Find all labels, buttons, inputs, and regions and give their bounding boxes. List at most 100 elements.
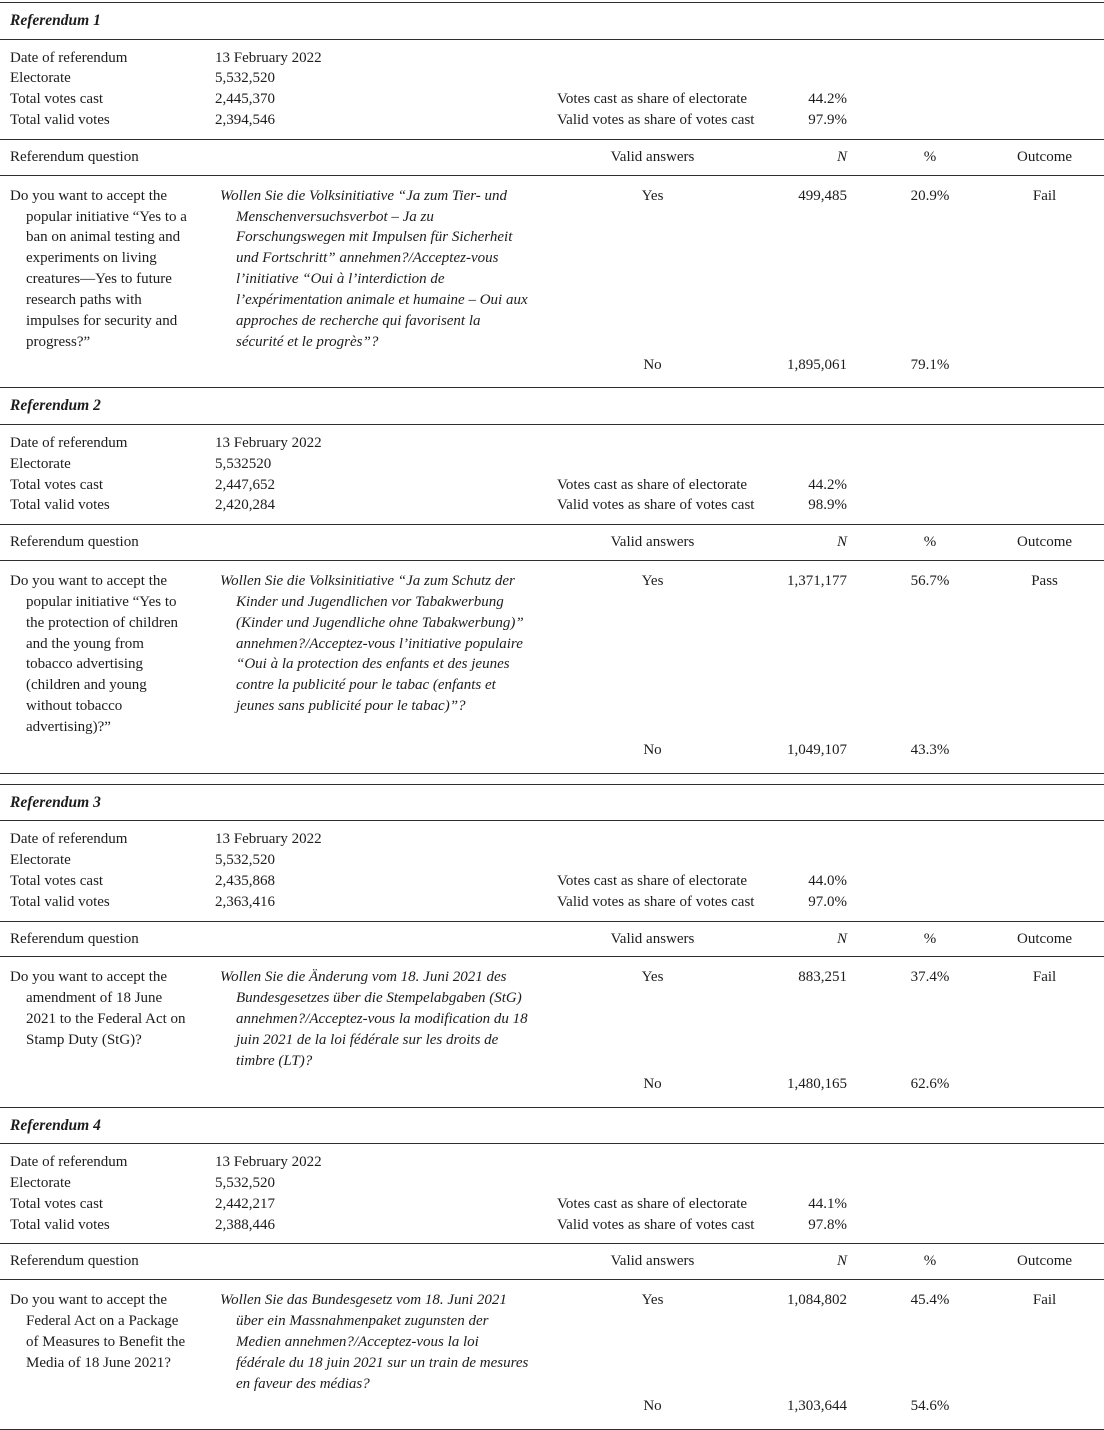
- question-english: Do you want to accept the popular initia…: [10, 187, 187, 350]
- stat-value-valid-share: 98.9%: [760, 495, 875, 526]
- stat-label-votes-cast: Total votes cast: [10, 476, 104, 493]
- answer-yes-n: 499,485: [798, 187, 847, 204]
- referendum-4-section: Referendum 4 Date of referendum 13 Febru…: [0, 1107, 1104, 1430]
- col-header-pct: %: [875, 139, 985, 176]
- stat-label-valid-votes: Total valid votes: [0, 110, 215, 140]
- stat-value-votes-cast: 2,442,217: [215, 1195, 275, 1212]
- stat-value-valid-votes: 2,388,446: [215, 1214, 545, 1245]
- col-header-n: N: [760, 524, 875, 562]
- outcome-value: Fail: [1032, 969, 1057, 986]
- stat-label-electorate: Electorate: [10, 852, 71, 869]
- stat-value-electorate: 5,532520: [215, 455, 272, 472]
- answer-no-label: No: [545, 1071, 760, 1108]
- col-header-n: N: [760, 921, 875, 958]
- answer-no-n: 1,303,644: [760, 1394, 875, 1430]
- answer-yes-pct: 37.4%: [910, 969, 950, 986]
- stat-label-votes-share: Votes cast as share of electorate: [557, 91, 748, 108]
- question-original: Wollen Sie das Bundesgesetz vom 18. Juni…: [220, 1292, 529, 1392]
- stat-value-votes-cast: 2,447,652: [215, 476, 275, 493]
- stat-label-votes-cast: Total votes cast: [10, 872, 104, 889]
- referendum-title: Referendum 2: [0, 387, 1104, 425]
- stat-label-valid-share: Valid votes as share of votes cast: [545, 110, 760, 140]
- stat-value-date: 13 February 2022: [215, 831, 322, 848]
- col-header-outcome: Outcome: [985, 921, 1104, 958]
- answer-yes-label: Yes: [641, 1292, 664, 1309]
- stat-value-votes-share: 44.1%: [808, 1195, 847, 1212]
- col-header-outcome: Outcome: [985, 139, 1104, 176]
- col-header-valid-answers: Valid answers: [545, 921, 760, 958]
- col-header-question: Referendum question: [0, 921, 545, 958]
- question-english: Do you want to accept the popular initia…: [10, 573, 179, 735]
- answer-no-label: No: [545, 1394, 760, 1430]
- answer-yes-label: Yes: [641, 969, 664, 986]
- stat-label-electorate: Electorate: [10, 1174, 71, 1191]
- stat-label-valid-share: Valid votes as share of votes cast: [545, 495, 760, 526]
- stat-value-valid-votes: 2,363,416: [215, 891, 545, 922]
- referendum-title: Referendum 4: [0, 1107, 1104, 1145]
- stat-label-valid-votes: Total valid votes: [0, 891, 215, 922]
- answer-no-pct: 43.3%: [875, 737, 985, 774]
- question-english: Do you want to accept the Federal Act on…: [10, 1292, 186, 1371]
- answer-yes-n: 883,251: [798, 969, 847, 986]
- stat-value-electorate: 5,532,520: [215, 1174, 275, 1191]
- stat-label-electorate: Electorate: [10, 455, 71, 472]
- stat-value-valid-share: 97.8%: [760, 1214, 875, 1245]
- stat-value-valid-share: 97.9%: [760, 110, 875, 140]
- stat-label-votes-share: Votes cast as share of electorate: [557, 1195, 748, 1212]
- stat-value-date: 13 February 2022: [215, 434, 322, 451]
- outcome-value: Fail: [1032, 1292, 1057, 1309]
- answer-yes-label: Yes: [641, 573, 664, 590]
- stat-label-date: Date of referendum: [10, 434, 128, 451]
- question-english: Do you want to accept the amendment of 1…: [10, 969, 186, 1048]
- col-header-n: N: [760, 139, 875, 176]
- answer-no-label: No: [545, 352, 760, 389]
- stat-value-electorate: 5,532,520: [215, 852, 275, 869]
- answer-yes-pct: 45.4%: [910, 1292, 950, 1309]
- stat-value-votes-cast: 2,445,370: [215, 91, 275, 108]
- col-header-valid-answers: Valid answers: [545, 524, 760, 562]
- col-header-valid-answers: Valid answers: [545, 139, 760, 176]
- stat-label-date: Date of referendum: [10, 1154, 128, 1171]
- outcome-value: Pass: [1031, 573, 1058, 590]
- stat-value-valid-share: 97.0%: [760, 891, 875, 922]
- stat-value-votes-share: 44.2%: [808, 476, 847, 493]
- referendum-3-section: Referendum 3 Date of referendum 13 Febru…: [0, 784, 1104, 1108]
- referendum-table-part-1: Referendum 1 Date of referendum 13 Febru…: [0, 2, 1104, 774]
- col-header-outcome: Outcome: [985, 524, 1104, 562]
- stat-value-electorate: 5,532,520: [215, 70, 275, 87]
- answer-no-pct: 79.1%: [875, 352, 985, 389]
- referendum-1-section: Referendum 1 Date of referendum 13 Febru…: [0, 2, 1104, 389]
- answer-no-n: 1,049,107: [760, 737, 875, 774]
- answer-no-n: 1,895,061: [760, 352, 875, 389]
- answer-no-label: No: [545, 737, 760, 774]
- outcome-value: Fail: [1032, 187, 1057, 204]
- stat-label-valid-votes: Total valid votes: [0, 1214, 215, 1245]
- answer-yes-n: 1,371,177: [787, 573, 847, 590]
- stat-value-valid-votes: 2,420,284: [215, 495, 545, 526]
- referendum-title: Referendum 3: [0, 784, 1104, 822]
- stat-label-valid-share: Valid votes as share of votes cast: [545, 1214, 760, 1245]
- stat-value-votes-share: 44.2%: [808, 91, 847, 108]
- referendum-2-section: Referendum 2 Date of referendum 13 Febru…: [0, 387, 1104, 774]
- stat-label-valid-votes: Total valid votes: [0, 495, 215, 526]
- col-header-question: Referendum question: [0, 524, 545, 562]
- col-header-pct: %: [875, 921, 985, 958]
- col-header-question: Referendum question: [0, 139, 545, 176]
- referendum-title: Referendum 1: [0, 2, 1104, 40]
- stat-value-date: 13 February 2022: [215, 1154, 322, 1171]
- col-header-pct: %: [875, 1243, 985, 1281]
- answer-yes-pct: 56.7%: [910, 573, 950, 590]
- question-original: Wollen Sie die Volksinitiative “Ja zum T…: [220, 187, 528, 350]
- stat-label-votes-share: Votes cast as share of electorate: [557, 872, 748, 889]
- stat-label-date: Date of referendum: [10, 831, 128, 848]
- stat-value-votes-share: 44.0%: [808, 872, 847, 889]
- col-header-n: N: [760, 1243, 875, 1281]
- question-original: Wollen Sie die Änderung vom 18. Juni 202…: [220, 969, 528, 1069]
- col-header-question: Referendum question: [0, 1243, 545, 1281]
- stat-label-votes-cast: Total votes cast: [10, 91, 104, 108]
- answer-no-n: 1,480,165: [760, 1071, 875, 1108]
- answer-yes-pct: 20.9%: [910, 187, 950, 204]
- stat-label-votes-share: Votes cast as share of electorate: [557, 476, 748, 493]
- col-header-pct: %: [875, 524, 985, 562]
